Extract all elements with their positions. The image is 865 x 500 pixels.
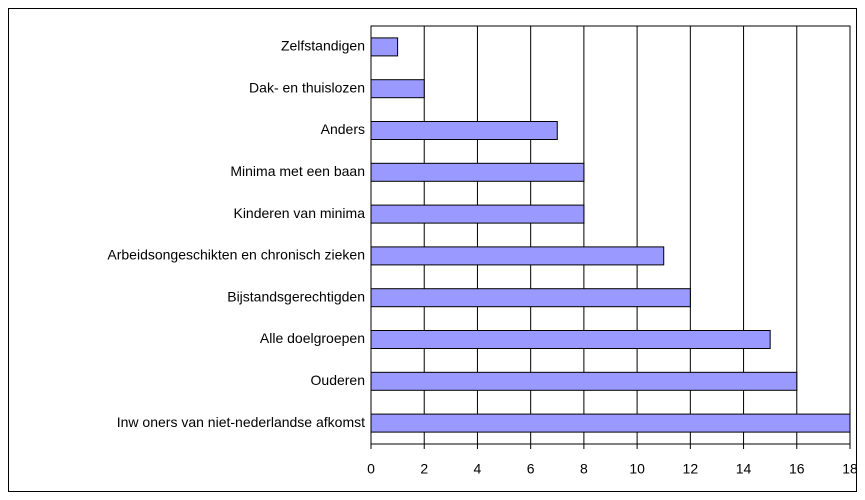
- bar: [370, 413, 851, 433]
- x-tick-label: 14: [736, 461, 752, 477]
- x-tick-label: 12: [683, 461, 699, 477]
- bar: [370, 246, 665, 266]
- y-tick-label: Kinderen van minima: [233, 205, 365, 221]
- x-tick-label: 16: [789, 461, 805, 477]
- bar: [370, 371, 798, 391]
- x-tick-label: 4: [474, 461, 482, 477]
- bar: [370, 204, 585, 224]
- y-tick-label: Alle doelgroepen: [260, 330, 365, 346]
- y-tick-label: Dak- en thuislozen: [249, 79, 365, 95]
- x-tick-label: 10: [629, 461, 645, 477]
- y-tick-label: Inw oners van niet-nederlandse afkomst: [117, 414, 365, 430]
- y-tick-label: Anders: [321, 121, 365, 137]
- y-tick-label: Zelfstandigen: [281, 38, 365, 54]
- bar: [370, 79, 425, 99]
- y-tick-label: Ouderen: [311, 372, 365, 388]
- x-tick-label: 18: [842, 461, 858, 477]
- bar: [370, 162, 585, 182]
- x-tick-label: 8: [580, 461, 588, 477]
- bar: [370, 288, 691, 308]
- bar: [370, 37, 399, 57]
- y-tick-label: Bijstandsgerechtigden: [227, 288, 365, 304]
- x-tick-label: 6: [527, 461, 535, 477]
- x-tick-label: 0: [367, 461, 375, 477]
- bar: [370, 121, 558, 140]
- y-tick-label: Minima met een baan: [230, 163, 365, 179]
- x-tick-label: 2: [420, 461, 428, 477]
- bar: [370, 330, 771, 349]
- y-tick-label: Arbeidsongeschikten en chronisch zieken: [107, 247, 365, 263]
